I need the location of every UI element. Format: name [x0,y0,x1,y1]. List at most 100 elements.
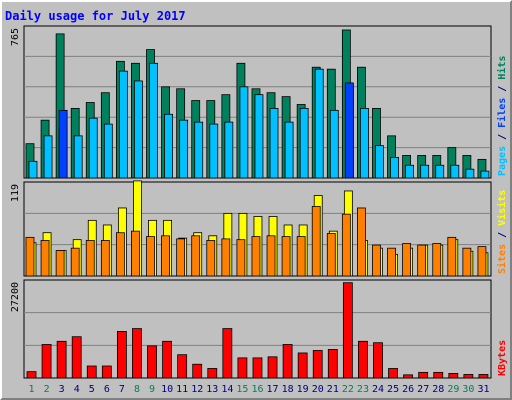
bar-kbytes-day-18 [282,344,293,379]
bar-kbytes-day-5 [86,365,97,379]
bar-sites-day-30 [462,247,472,277]
bar-kbytes-day-14 [222,328,233,379]
bar-sites-day-8 [131,230,140,277]
bar-kbytes-day-19 [297,352,308,379]
bar-kbytes-day-26 [403,374,414,379]
chart-title: Daily usage for July 2017 [5,9,186,23]
x-tick-day-2: 2 [44,384,50,395]
bar-files-day-14 [224,121,234,179]
bar-kbytes-day-30 [463,374,474,379]
bar-sites-day-26 [402,243,412,277]
x-tick-day-30: 30 [462,384,474,395]
x-tick-day-6: 6 [104,384,110,395]
bar-files-day-16 [254,94,264,179]
x-tick-day-27: 27 [417,384,429,395]
bar-files-day-10 [164,113,173,179]
x-tick-day-4: 4 [74,384,80,395]
bar-files-day-25 [390,157,399,179]
bar-kbytes-day-6 [101,365,112,379]
bar-files-day-1 [28,160,38,179]
panel-middle-legend: Sites / Visits [496,190,508,274]
bar-files-day-15 [239,86,249,179]
x-tick-day-26: 26 [402,384,414,395]
x-axis: 1 2 3 4 5 6 7 8 9 10 11 12 13 14 15 16 17 18 19 20 21 22 23 24 2… [29,384,490,395]
x-tick-day-12: 12 [191,384,203,395]
bar-sites-day-6 [100,240,110,277]
bar-kbytes-day-31 [478,374,489,379]
bar-files-day-29 [450,164,460,179]
bar-sites-day-7 [115,232,125,277]
bar-kbytes-day-8 [132,328,142,379]
bar-files-day-28 [435,164,445,179]
x-tick-day-5: 5 [89,384,95,395]
bar-sites-day-4 [70,247,80,277]
bar-kbytes-day-11 [177,354,188,379]
bar-kbytes-day-28 [433,371,444,379]
bar-files-day-17 [269,107,279,179]
bar-sites-day-10 [161,235,170,277]
bar-sites-day-11 [176,238,186,277]
bar-files-day-12 [194,121,204,179]
bar-kbytes-day-17 [267,356,278,379]
panel-middle-ymax-label: 119 [10,184,21,202]
bar-kbytes-day-15 [237,357,248,379]
x-tick-day-1: 1 [29,384,35,395]
bar-kbytes-day-24 [373,342,383,379]
bar-sites-day-2 [40,240,50,277]
bar-files-day-13 [209,123,219,179]
bar-files-day-4 [73,135,83,179]
bar-sites-day-22 [341,213,351,277]
bar-kbytes-day-13 [207,368,218,379]
bar-sites-day-14 [221,238,231,277]
bar-files-day-30 [465,168,475,179]
bar-sites-day-23 [357,207,366,277]
bar-files-day-2 [43,135,53,179]
bar-files-day-19 [299,107,309,179]
bar-sites-day-12 [191,235,201,277]
bar-files-day-31 [480,170,490,179]
bar-pages-day-3 [58,109,68,179]
x-tick-day-21: 21 [327,384,339,395]
panel-top: 765 Pages / Files / Hits [10,25,508,179]
bar-files-day-24 [375,145,384,179]
bar-kbytes-day-21 [327,349,338,379]
x-tick-day-24: 24 [372,384,384,395]
bar-sites-day-21 [326,233,336,277]
bar-sites-day-27 [417,244,427,277]
x-tick-day-17: 17 [267,384,279,395]
bar-kbytes-day-1 [26,371,37,379]
bar-sites-day-13 [206,240,216,277]
panel-bottom-legend: KBytes [497,340,508,376]
bar-sites-day-28 [432,243,442,277]
bar-sites-day-17 [266,235,276,277]
bar-sites-day-5 [85,240,95,277]
bar-kbytes-day-2 [41,344,52,379]
bar-files-day-5 [88,117,98,179]
bar-files-day-8 [134,80,143,179]
x-tick-day-13: 13 [206,384,218,395]
bar-kbytes-day-22 [342,282,353,379]
bar-sites-day-29 [447,236,457,277]
x-tick-day-11: 11 [176,384,188,395]
bar-kbytes-day-16 [252,357,263,379]
x-tick-day-28: 28 [432,384,444,395]
bar-files-day-6 [103,123,113,179]
bar-files-day-20 [314,68,324,179]
x-tick-day-23: 23 [357,384,369,395]
bar-pages-day-22 [344,82,354,179]
x-tick-day-18: 18 [282,384,294,395]
bar-sites-day-15 [236,239,246,277]
x-tick-day-9: 9 [149,384,155,395]
bar-files-day-27 [420,164,430,179]
x-tick-day-29: 29 [447,384,459,395]
bar-kbytes-day-4 [71,336,82,379]
bar-sites-day-24 [372,244,381,277]
panel-top-legend: Pages / Files / Hits [496,56,508,176]
chart-panels: 765 Pages / Files / Hits 119 Sites / Visits… [10,25,508,379]
bar-files-day-26 [405,164,415,179]
bar-files-day-11 [179,119,189,179]
x-tick-day-19: 19 [297,384,309,395]
bar-sites-day-18 [281,236,291,277]
